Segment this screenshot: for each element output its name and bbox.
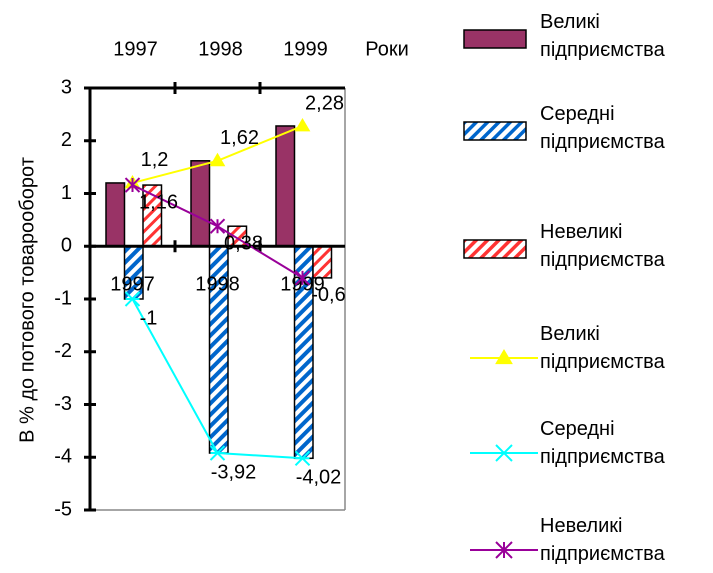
legend-item: Великі підприємства [462, 8, 712, 68]
marker [209, 445, 226, 461]
y-tick-label: 3 [61, 76, 72, 98]
data-label: -0,6 [311, 284, 345, 306]
legend-item: Невеликі підприємства [462, 512, 712, 572]
data-label: 1,62 [220, 127, 259, 149]
y-axis-title: В % до потового товарооборот [16, 157, 38, 443]
legend-label: Невеликі підприємства [540, 221, 665, 271]
legend-label: Середні підприємства [540, 418, 665, 468]
legend-label: Великі підприємства [540, 323, 665, 373]
y-tick-label: 0 [61, 235, 72, 257]
y-tick-label: -1 [54, 287, 72, 309]
y-tick-label: -5 [54, 498, 72, 520]
marker [209, 152, 226, 167]
legend-swatch [463, 29, 527, 49]
marker [294, 117, 311, 132]
marker [495, 541, 513, 559]
legend-swatch [463, 239, 527, 259]
y-tick-label: 2 [61, 129, 72, 151]
x-tick-label: 1998 [198, 38, 243, 60]
data-label: -4,02 [296, 467, 342, 489]
marker [124, 291, 141, 307]
y-tick-label: -3 [54, 393, 72, 415]
x-axis-title: Роки [365, 38, 409, 60]
legend-label: Невеликі підприємства [540, 515, 665, 565]
bar [105, 182, 126, 247]
bar [190, 160, 211, 247]
marker [124, 177, 141, 193]
legend-box [463, 121, 527, 141]
marker [294, 270, 311, 286]
x-tick-label: 1997 [113, 38, 158, 60]
data-label: 2,28 [305, 92, 344, 114]
legend-box [463, 239, 527, 259]
legend-label: Великі підприємства [540, 11, 665, 61]
data-label: 1,2 [141, 149, 169, 171]
data-label: -1 [140, 307, 158, 329]
marker [209, 218, 226, 234]
x-tick-label: 1998 [195, 273, 240, 295]
plot: В % до потового товарооборот Роки -5 -4 -3… [16, 38, 409, 520]
x-tick-label: 1997 [110, 273, 155, 295]
legend-item: Невеликі підприємства [462, 218, 712, 278]
legend-box [463, 29, 527, 49]
legend-label: Середні підприємства [540, 103, 665, 153]
marker [495, 444, 513, 462]
legend-swatch [470, 349, 538, 365]
y-tick-label: -2 [54, 340, 72, 362]
x-tick-label: 1999 [283, 38, 328, 60]
y-tick-label: 1 [61, 182, 72, 204]
marker [294, 450, 311, 467]
data-label: -3,92 [211, 461, 257, 483]
legend-swatch [470, 541, 538, 559]
data-label: 0,38 [224, 232, 263, 254]
legend-swatch [470, 444, 538, 462]
legend-item: Середні підприємства [462, 415, 712, 475]
y-tick-label: -4 [54, 446, 72, 468]
bar [275, 125, 296, 247]
marker [495, 349, 513, 365]
legend-item: Середні підприємства [462, 100, 712, 160]
legend-swatch [463, 121, 527, 141]
legend-item: Великі підприємства [462, 320, 712, 380]
data-label: 1,16 [139, 191, 178, 213]
